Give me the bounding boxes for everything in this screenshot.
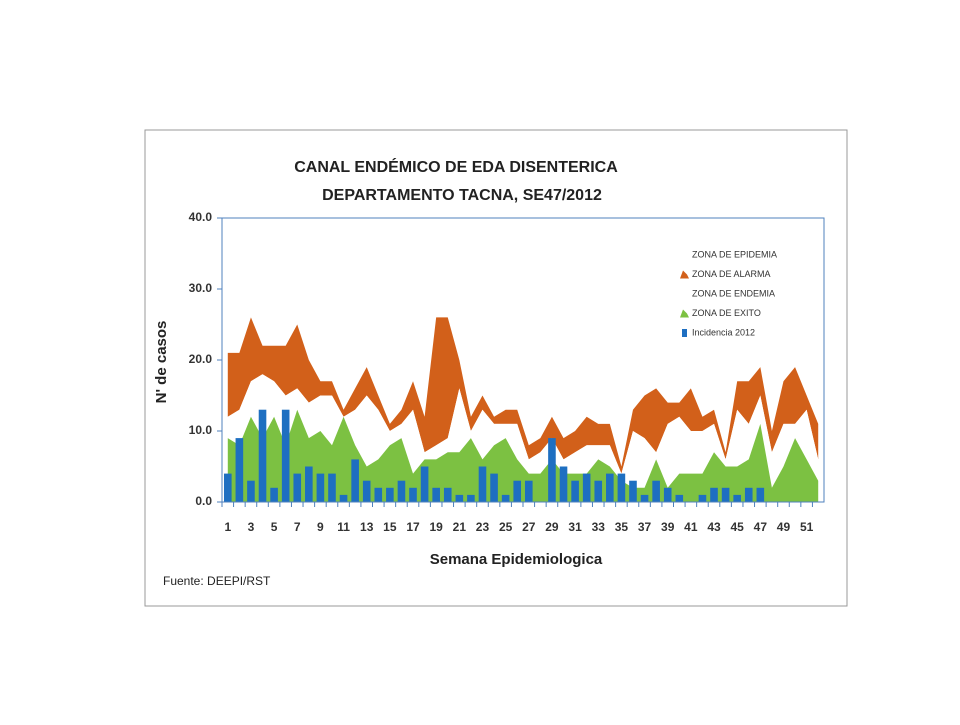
x-tick-label: 47 <box>754 520 768 534</box>
bar <box>629 480 637 502</box>
bar <box>513 480 522 502</box>
x-tick-label: 29 <box>545 520 559 534</box>
x-axis-label: Semana Epidemiologica <box>430 551 603 568</box>
bar <box>721 487 730 502</box>
chart-title: CANAL ENDÉMICO DE EDA DISENTERICA <box>294 157 618 176</box>
bar <box>501 494 510 502</box>
bar <box>293 473 302 502</box>
x-tick-label: 45 <box>730 520 744 534</box>
y-tick-label: 30.0 <box>189 281 213 295</box>
bar <box>478 466 487 502</box>
bar <box>559 466 568 502</box>
legend-label: ZONA DE EPIDEMIA <box>692 249 777 259</box>
x-tick-label: 25 <box>499 520 513 534</box>
bar <box>617 473 626 502</box>
area <box>227 374 819 488</box>
legend-label: ZONA DE ENDEMIA <box>692 288 775 298</box>
bar <box>733 494 741 502</box>
chart-subtitle: DEPARTAMENTO TACNA, SE47/2012 <box>322 187 602 204</box>
x-tick-label: 35 <box>615 520 629 534</box>
x-tick-label: 17 <box>406 520 420 534</box>
bar <box>316 473 325 502</box>
bar <box>756 487 765 502</box>
bar <box>409 487 417 502</box>
legend-label: ZONA DE ALARMA <box>692 269 771 279</box>
bar <box>582 473 591 502</box>
bar <box>490 473 498 502</box>
bar <box>420 466 429 502</box>
x-tick-label: 11 <box>337 520 350 534</box>
bar <box>258 409 267 502</box>
bar <box>698 494 707 502</box>
y-tick-label: 20.0 <box>189 352 213 366</box>
bar <box>339 494 348 502</box>
bar <box>524 480 533 502</box>
bar <box>351 459 359 502</box>
x-tick-label: 5 <box>271 520 278 534</box>
x-tick-label: 43 <box>707 520 721 534</box>
x-tick-label: 15 <box>383 520 397 534</box>
bar <box>455 494 464 502</box>
bar <box>362 480 371 502</box>
y-tick-label: 10.0 <box>189 423 213 437</box>
bar <box>606 473 614 502</box>
x-tick-label: 51 <box>800 520 814 534</box>
bar <box>744 487 753 502</box>
bar <box>571 480 579 502</box>
bar <box>305 466 313 502</box>
bar <box>223 473 232 502</box>
y-tick-label: 0.0 <box>195 494 212 508</box>
legend-marker <box>682 329 687 337</box>
x-tick-label: 27 <box>522 520 536 534</box>
y-axis-label: N' de casos <box>153 321 170 404</box>
x-tick-label: 19 <box>429 520 443 534</box>
legend-label: ZONA DE EXITO <box>692 308 761 318</box>
bar <box>675 494 684 502</box>
area <box>227 409 819 502</box>
x-tick-label: 33 <box>592 520 606 534</box>
bar <box>328 473 336 502</box>
x-tick-label: 23 <box>476 520 490 534</box>
bar <box>432 487 440 502</box>
x-tick-label: 37 <box>638 520 652 534</box>
legend-label: Incidencia 2012 <box>692 327 755 337</box>
x-tick-label: 1 <box>224 520 231 534</box>
bar <box>386 487 394 502</box>
bar <box>548 438 556 502</box>
bar <box>397 480 406 502</box>
x-tick-label: 7 <box>294 520 301 534</box>
x-tick-label: 31 <box>568 520 582 534</box>
x-tick-label: 21 <box>453 520 467 534</box>
source-note: Fuente: DEEPI/RST <box>163 574 271 588</box>
bar <box>640 494 649 502</box>
bar <box>281 409 290 502</box>
bar <box>652 480 660 502</box>
legend-marker <box>680 309 689 318</box>
bar <box>270 487 278 502</box>
bar <box>247 480 255 502</box>
bar <box>710 487 718 502</box>
bar <box>235 438 244 502</box>
bar <box>594 480 603 502</box>
bar <box>374 487 383 502</box>
x-tick-label: 13 <box>360 520 374 534</box>
x-tick-label: 9 <box>317 520 324 534</box>
legend-marker <box>680 270 689 279</box>
x-tick-label: 39 <box>661 520 675 534</box>
bar <box>443 487 452 502</box>
x-tick-label: 41 <box>684 520 698 534</box>
bar <box>663 487 672 502</box>
x-tick-label: 3 <box>248 520 255 534</box>
x-tick-label: 49 <box>777 520 791 534</box>
bar <box>467 494 475 502</box>
y-tick-label: 40.0 <box>189 210 213 224</box>
